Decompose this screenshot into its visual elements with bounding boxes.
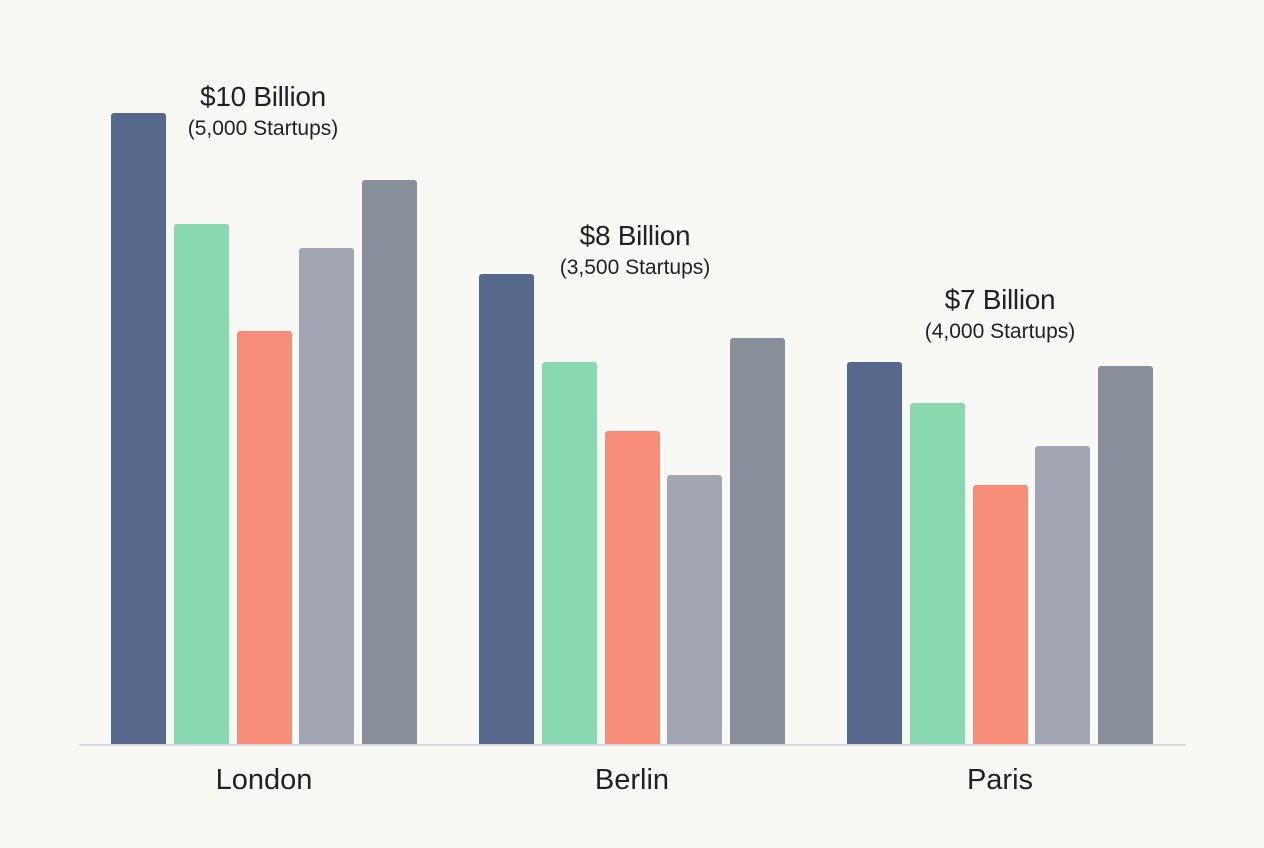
annotation-amount: $7 Billion xyxy=(944,284,1056,315)
x-tick-label-paris: Paris xyxy=(966,764,1034,796)
x-axis-baseline xyxy=(79,744,1186,746)
bar-paris-series-4 xyxy=(1035,446,1090,745)
x-tick-label-london: London xyxy=(215,764,313,796)
bar-berlin-series-1 xyxy=(479,274,534,745)
annotation-count: (4,000 Startups) xyxy=(924,320,1076,343)
bar-paris-series-5 xyxy=(1098,366,1153,745)
annotation-london: $10 Billion (5,000 Startups) xyxy=(133,80,393,142)
bar-berlin-series-4 xyxy=(667,475,722,745)
x-tick-label-berlin: Berlin xyxy=(594,764,670,796)
bar-paris-series-1 xyxy=(847,362,902,745)
annotation-paris: $7 Billion (4,000 Startups) xyxy=(870,283,1130,345)
annotation-berlin: $8 Billion (3,500 Startups) xyxy=(505,219,765,281)
bar-berlin-series-3 xyxy=(605,431,660,745)
bar-london-series-4 xyxy=(299,248,354,745)
annotation-count: (5,000 Startups) xyxy=(187,117,339,140)
bar-london-series-2 xyxy=(174,224,229,745)
bar-berlin-series-5 xyxy=(730,338,785,745)
bar-london-series-5 xyxy=(362,180,417,745)
annotation-count: (3,500 Startups) xyxy=(559,256,711,279)
bar-london-series-3 xyxy=(237,331,292,745)
bar-berlin-series-2 xyxy=(542,362,597,745)
bar-paris-series-2 xyxy=(910,403,965,745)
annotation-amount: $10 Billion xyxy=(200,81,326,112)
bar-paris-series-3 xyxy=(973,485,1028,745)
bar-london-series-1 xyxy=(111,113,166,745)
annotation-amount: $8 Billion xyxy=(579,220,691,251)
